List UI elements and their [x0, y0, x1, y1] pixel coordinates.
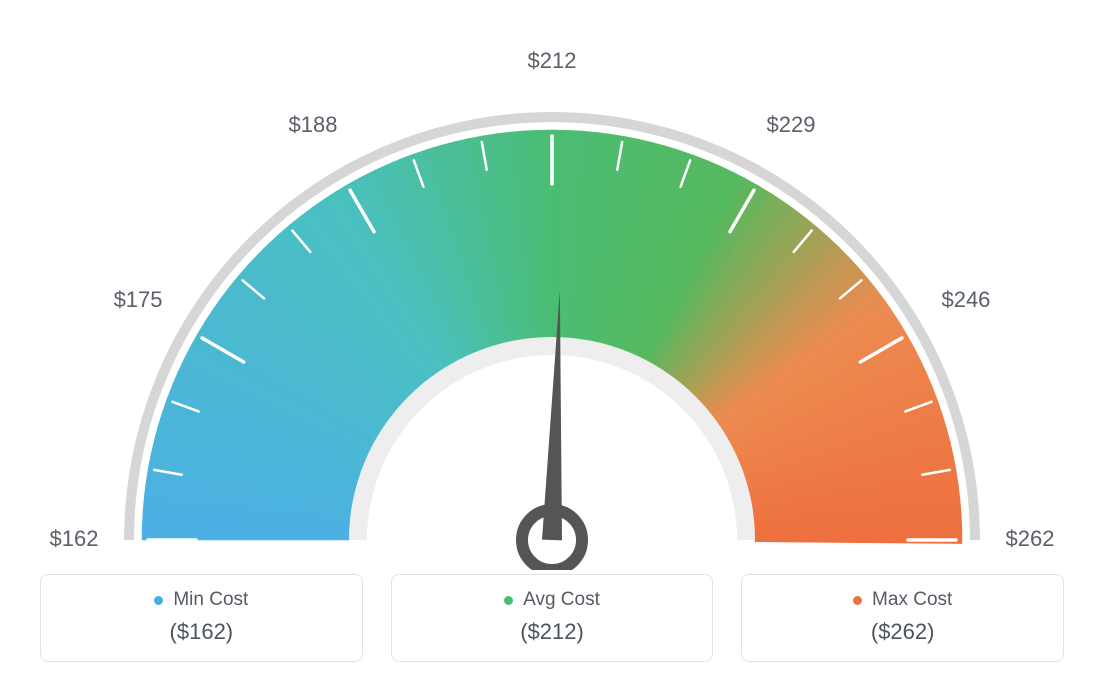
max-cost-dot-icon [853, 596, 862, 605]
min-cost-card: Min Cost ($162) [40, 574, 363, 662]
min-cost-label: Min Cost [173, 589, 248, 611]
avg-cost-dot-icon [504, 596, 513, 605]
avg-cost-label-row: Avg Cost [402, 589, 703, 611]
svg-text:$188: $188 [289, 112, 338, 137]
min-cost-dot-icon [154, 596, 163, 605]
svg-text:$246: $246 [941, 287, 990, 312]
avg-cost-label: Avg Cost [523, 589, 600, 611]
gauge-svg: $162 $175 $188 $212 $229 $246 $262 [0, 10, 1104, 570]
svg-text:$229: $229 [767, 112, 816, 137]
cost-cards-row: Min Cost ($162) Avg Cost ($212) Max Cost… [40, 574, 1064, 662]
gauge-container: $162 $175 $188 $212 $229 $246 $262 [0, 10, 1104, 570]
min-cost-value: ($162) [51, 619, 352, 645]
svg-text:$175: $175 [114, 287, 163, 312]
max-cost-value: ($262) [752, 619, 1053, 645]
svg-text:$162: $162 [50, 526, 99, 551]
avg-cost-card: Avg Cost ($212) [391, 574, 714, 662]
min-cost-label-row: Min Cost [51, 589, 352, 611]
max-cost-label: Max Cost [872, 589, 952, 611]
svg-text:$212: $212 [528, 48, 577, 73]
avg-cost-value: ($212) [402, 619, 703, 645]
max-cost-label-row: Max Cost [752, 589, 1053, 611]
max-cost-card: Max Cost ($262) [741, 574, 1064, 662]
svg-text:$262: $262 [1006, 526, 1055, 551]
